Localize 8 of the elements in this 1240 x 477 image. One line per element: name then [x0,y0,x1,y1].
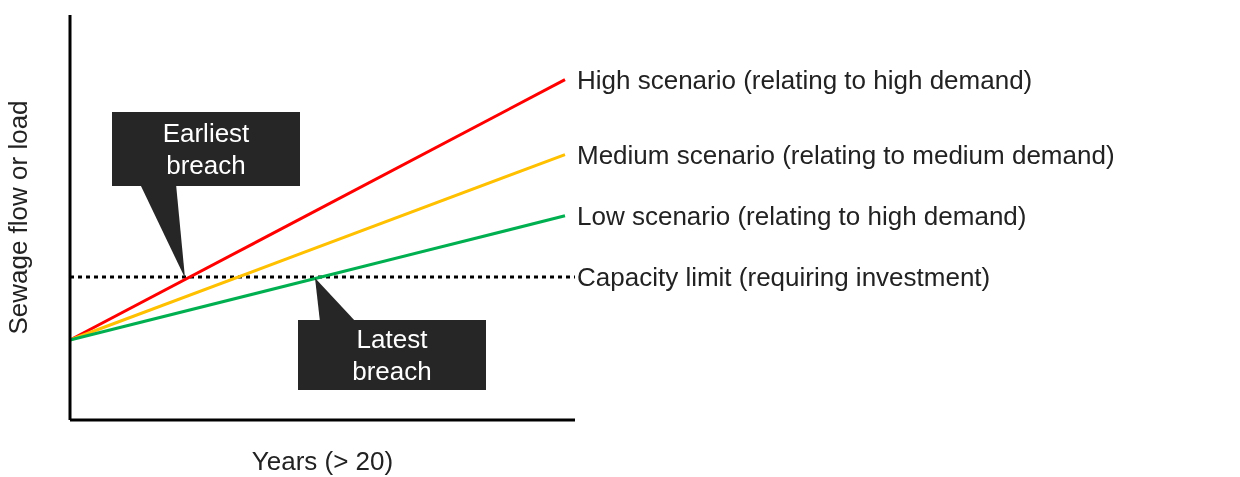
annotation: Latest breach [352,324,432,387]
x-axis-title: Years (> 20) [251,446,394,476]
series-label: High scenario (relating to high demand) [577,64,1033,95]
ref-line-label: Capacity limit (requiring investment) [577,262,991,293]
series-label: Medium scenario (relating to medium demand) [577,139,1115,170]
annotation: Earliest breach [162,118,251,181]
y-axis-title: Sewage flow or load [3,100,34,335]
series-label: Low scenario (relating to high demand) [577,200,1027,231]
